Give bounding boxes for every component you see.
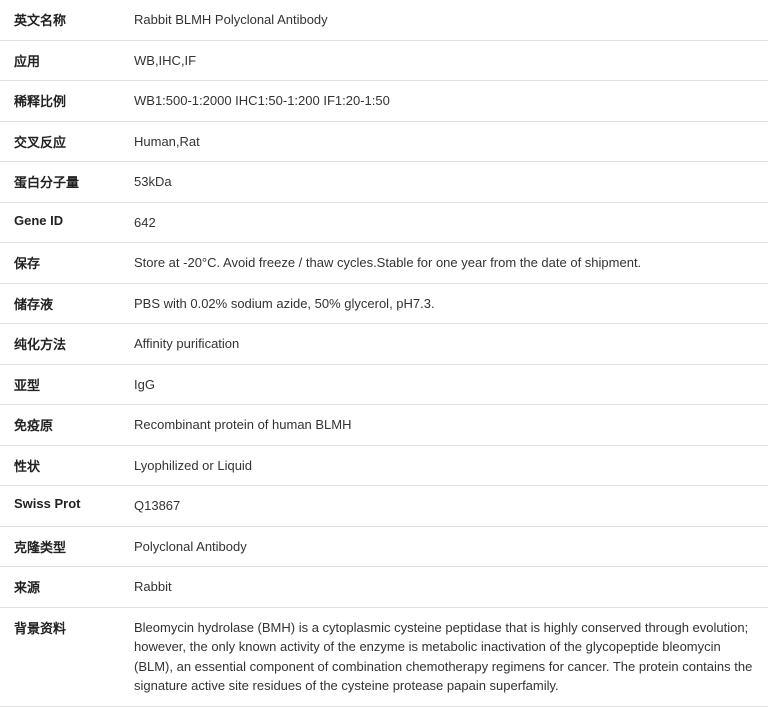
table-row: 英文名称 Rabbit BLMH Polyclonal Antibody <box>0 0 768 40</box>
table-row: 来源 Rabbit <box>0 567 768 608</box>
table-row: Gene ID 642 <box>0 202 768 243</box>
table-row: 保存 Store at -20°C. Avoid freeze / thaw c… <box>0 243 768 284</box>
spec-table-body: 英文名称 Rabbit BLMH Polyclonal Antibody 应用 … <box>0 0 768 706</box>
row-value: Human,Rat <box>122 121 768 162</box>
row-label: 交叉反应 <box>0 121 122 162</box>
row-label: 来源 <box>0 567 122 608</box>
table-row: 亚型 IgG <box>0 364 768 405</box>
table-row: 纯化方法 Affinity purification <box>0 324 768 365</box>
row-value: Lyophilized or Liquid <box>122 445 768 486</box>
row-value: Rabbit <box>122 567 768 608</box>
row-label: 性状 <box>0 445 122 486</box>
row-label: 背景资料 <box>0 607 122 706</box>
row-value: Bleomycin hydrolase (BMH) is a cytoplasm… <box>122 607 768 706</box>
table-row: 应用 WB,IHC,IF <box>0 40 768 81</box>
row-label: 蛋白分子量 <box>0 162 122 203</box>
row-label: 免疫原 <box>0 405 122 446</box>
row-label: 克隆类型 <box>0 526 122 567</box>
row-value: IgG <box>122 364 768 405</box>
row-label: 英文名称 <box>0 0 122 40</box>
row-label: 亚型 <box>0 364 122 405</box>
row-value: PBS with 0.02% sodium azide, 50% glycero… <box>122 283 768 324</box>
table-row: 蛋白分子量 53kDa <box>0 162 768 203</box>
row-value: Affinity purification <box>122 324 768 365</box>
table-row: 免疫原 Recombinant protein of human BLMH <box>0 405 768 446</box>
row-value: Q13867 <box>122 486 768 527</box>
spec-table: 英文名称 Rabbit BLMH Polyclonal Antibody 应用 … <box>0 0 768 707</box>
row-label: 应用 <box>0 40 122 81</box>
table-row: 交叉反应 Human,Rat <box>0 121 768 162</box>
table-row: 性状 Lyophilized or Liquid <box>0 445 768 486</box>
row-value: 642 <box>122 202 768 243</box>
row-label: 纯化方法 <box>0 324 122 365</box>
row-label: Swiss Prot <box>0 486 122 527</box>
row-value: 53kDa <box>122 162 768 203</box>
table-row: 克隆类型 Polyclonal Antibody <box>0 526 768 567</box>
table-row: 储存液 PBS with 0.02% sodium azide, 50% gly… <box>0 283 768 324</box>
row-label: 保存 <box>0 243 122 284</box>
row-value: Polyclonal Antibody <box>122 526 768 567</box>
row-label: 稀释比例 <box>0 81 122 122</box>
table-row: Swiss Prot Q13867 <box>0 486 768 527</box>
row-value: Rabbit BLMH Polyclonal Antibody <box>122 0 768 40</box>
row-value: Recombinant protein of human BLMH <box>122 405 768 446</box>
table-row: 稀释比例 WB1:500-1:2000 IHC1:50-1:200 IF1:20… <box>0 81 768 122</box>
row-label: 储存液 <box>0 283 122 324</box>
row-value: WB,IHC,IF <box>122 40 768 81</box>
row-value: WB1:500-1:2000 IHC1:50-1:200 IF1:20-1:50 <box>122 81 768 122</box>
row-value: Store at -20°C. Avoid freeze / thaw cycl… <box>122 243 768 284</box>
row-label: Gene ID <box>0 202 122 243</box>
table-row: 背景资料 Bleomycin hydrolase (BMH) is a cyto… <box>0 607 768 706</box>
